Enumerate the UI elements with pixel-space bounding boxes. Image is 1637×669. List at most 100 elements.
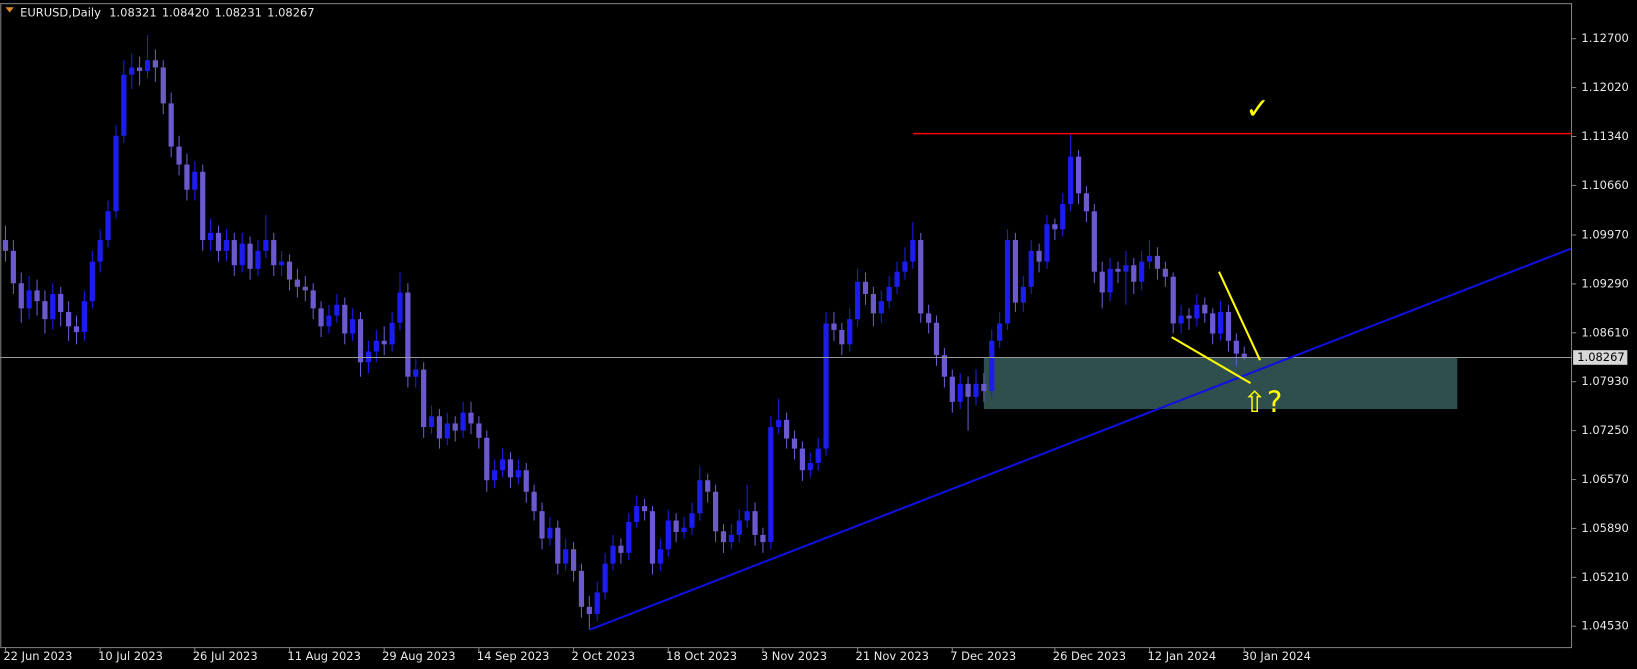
candle-body [176,146,182,165]
plot-frame [0,3,1573,649]
candle-body [965,383,971,397]
candle-body [618,545,624,553]
candle-body [113,135,119,212]
candle-body [586,606,592,615]
candle-body [1052,224,1058,230]
candle-body [373,340,379,352]
candle-body [515,470,521,478]
candle-body [626,521,632,553]
candle-body [610,545,616,564]
candle-body [26,290,32,309]
candle-body [594,592,600,615]
candle-body [870,293,877,314]
candle-body [744,511,750,521]
y-tick-label: 1.04530 [1581,619,1628,633]
y-tick-label: 1.09970 [1581,228,1628,242]
symbol: EURUSD,Daily [20,5,101,19]
candle-body [10,250,16,284]
candle-body [452,423,458,431]
candle-body [444,423,450,439]
y-tick-label: 1.07250 [1581,423,1628,437]
header-close: 1.08267 [267,5,314,19]
candle-body [1154,255,1161,269]
candle-body [697,480,703,514]
candle-body [350,319,356,334]
x-tick-label: 11 Aug 2023 [287,649,360,663]
candle-body [42,301,48,320]
y-tick-label: 1.12700 [1581,31,1628,45]
candle-body [705,480,711,492]
candle-body [563,549,569,564]
candle-body [507,459,514,478]
candle-body [421,369,427,428]
candle-body [129,67,135,75]
candle-body [602,563,608,593]
candle-body [1028,250,1034,287]
x-tick-label: 12 Jan 2024 [1147,649,1216,663]
candle-body [1131,265,1137,282]
candle-body [989,340,995,392]
current-price-box [1573,350,1628,365]
candle-body [752,511,758,535]
candle-body [902,261,908,272]
candle-body [933,322,940,356]
candle-body [81,301,87,333]
candle-body [294,279,301,287]
current-price-label: 1.08267 [1577,350,1624,364]
candle-body [326,315,332,327]
candle-body [649,511,656,564]
candle-body [657,549,663,564]
candle-body [381,340,387,345]
wedge-line [1171,336,1252,385]
wedge-line [1218,271,1261,361]
x-tick-label: 14 Sep 2023 [477,649,550,663]
candle-body [484,437,490,481]
x-tick-label: 29 Aug 2023 [382,649,455,663]
header-open: 1.08321 [109,5,156,19]
y-tick-label: 1.08610 [1581,325,1628,339]
candle-body [476,423,482,438]
candle-body [247,243,253,269]
x-tick-label: 2 Oct 2023 [571,649,635,663]
candle-body [160,67,166,104]
candle-body [318,308,324,327]
candle-body [1178,315,1184,324]
header-high: 1.08420 [162,5,209,19]
candle-body [941,355,948,377]
candle-body [1044,224,1050,262]
candle-body [215,232,222,251]
candle-body [1162,268,1168,277]
candle-body [73,326,80,333]
candle-body [342,304,348,334]
candle-body [1115,268,1121,272]
candle-body [910,240,916,262]
x-tick-label: 3 Nov 2023 [761,649,827,663]
candle-body [886,286,892,302]
candle-body [1020,286,1026,303]
candle-body [121,74,127,136]
candle-body [799,448,805,471]
candle-body [279,261,285,266]
candle-body [334,304,340,316]
header-low: 1.08231 [215,5,262,19]
candle-body [839,329,845,345]
candle-body [397,292,403,323]
candle-body [523,470,529,492]
candle-body [255,250,261,269]
candle-body [184,164,190,190]
chart-header: EURUSD,Daily 1.08321 1.08420 1.08231 1.08267 [20,5,315,19]
candle-body [1194,304,1200,319]
candle-body [634,506,640,522]
candle-body [302,286,308,291]
candle-body [389,322,395,345]
candle-body [531,491,537,512]
candle-body [1170,276,1176,324]
y-tick-label: 1.09290 [1581,276,1628,290]
candle-body [1225,311,1232,341]
candle-body [1068,156,1074,205]
x-tick-label: 21 Nov 2023 [856,649,929,663]
candle-body [547,527,553,539]
x-tick-label: 26 Jul 2023 [193,649,258,663]
candle-body [539,511,545,539]
